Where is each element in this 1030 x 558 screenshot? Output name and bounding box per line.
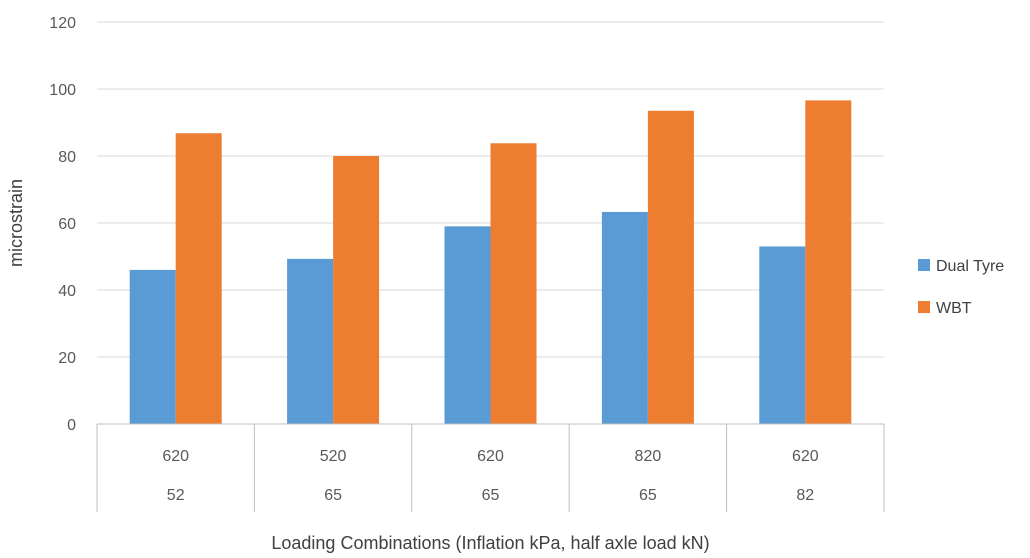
x-axis: 620 52 520 65 620 65 820 65 620 82	[96, 423, 885, 512]
bars	[129, 100, 852, 425]
x-tick-label-inflation: 620	[792, 448, 819, 465]
bar-dual-tyre-3	[601, 211, 648, 424]
legend: Dual Tyre WBT	[918, 258, 1004, 317]
x-tick-label-load: 65	[482, 487, 500, 504]
y-tick-label: 100	[49, 82, 76, 99]
x-tick-label-inflation: 820	[635, 448, 662, 465]
x-tick-label-load: 65	[324, 487, 342, 504]
bar-dual-tyre-2	[444, 226, 491, 424]
bar-dual-tyre-0	[129, 269, 176, 424]
legend-label: WBT	[936, 300, 972, 317]
y-axis-title: microstrain	[6, 179, 26, 267]
y-tick-label: 0	[67, 417, 76, 434]
y-tick-label: 80	[58, 149, 76, 166]
x-tick-label-inflation: 620	[477, 448, 504, 465]
legend-label: Dual Tyre	[936, 258, 1004, 275]
x-tick-label-load: 65	[639, 487, 657, 504]
bar-wbt-3	[647, 110, 694, 425]
legend-swatch-dual-tyre	[918, 259, 930, 271]
bar-wbt-2	[490, 143, 537, 424]
legend-swatch-wbt	[918, 301, 930, 313]
x-tick-label-inflation: 520	[320, 448, 347, 465]
bar-dual-tyre-1	[287, 258, 334, 424]
bar-dual-tyre-4	[759, 246, 806, 424]
x-tick-label-load: 82	[796, 487, 814, 504]
x-tick-label-inflation: 620	[162, 448, 189, 465]
bar-wbt-0	[175, 133, 222, 424]
y-tick-label: 120	[49, 15, 76, 32]
x-tick-label-load: 52	[167, 487, 185, 504]
x-axis-title: Loading Combinations (Inflation kPa, hal…	[271, 533, 709, 553]
y-tick-label: 40	[58, 283, 76, 300]
y-tick-label: 60	[58, 216, 76, 233]
bar-wbt-4	[805, 100, 852, 424]
y-axis-ticks: 0 20 40 60 80 100 120	[49, 15, 76, 434]
bar-wbt-1	[333, 156, 380, 424]
y-tick-label: 20	[58, 350, 76, 367]
